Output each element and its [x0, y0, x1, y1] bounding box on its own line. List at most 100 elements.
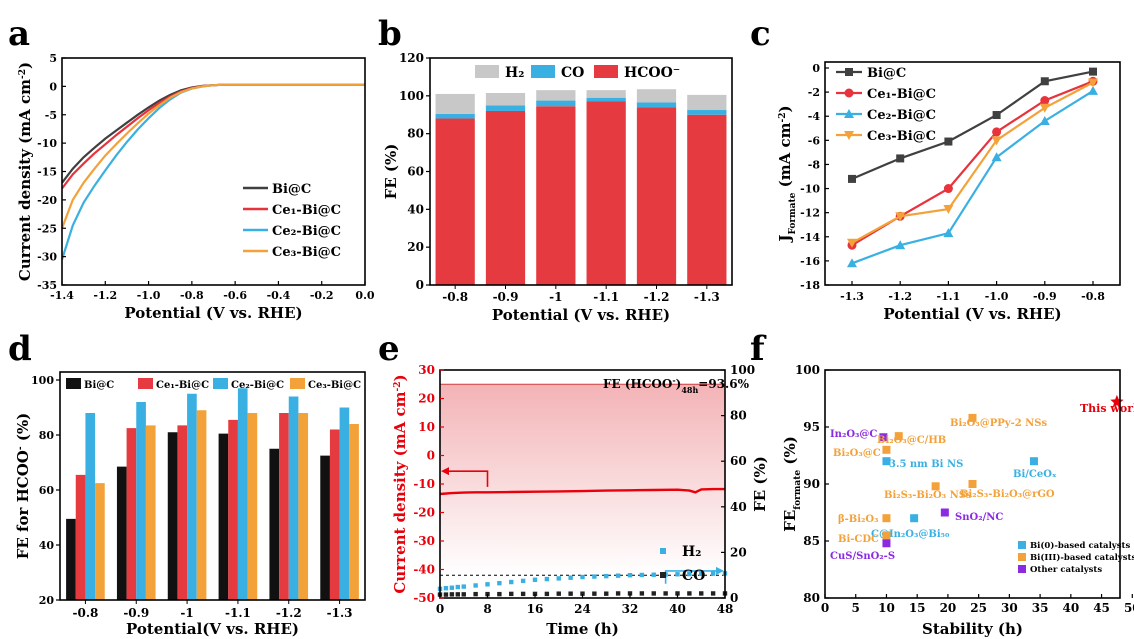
e-point-0 — [544, 576, 550, 582]
e-point-1 — [473, 591, 478, 597]
a-y-axis-title: Current density (mA cm-2) — [16, 62, 34, 281]
f-x-tick-label: 5 — [852, 601, 860, 615]
e-point-0 — [556, 576, 561, 581]
d-bar-1 — [228, 419, 238, 600]
c-point-3 — [847, 238, 857, 248]
d-y-axis-title: FE for HCOO- (%) — [14, 413, 32, 560]
f-legend-swatch-1 — [1018, 553, 1026, 561]
c-x-tick-label: -0.9 — [1033, 290, 1057, 303]
panel-d: -0.8 -0.9 -1 -1.1 -1.2 -1.3 20 40 60 80 100 Potenti… — [14, 371, 366, 638]
f-point-2 — [879, 433, 888, 442]
e-point-0 — [461, 584, 466, 589]
e-legend-label-0: H₂ — [682, 544, 701, 560]
e-y-tick-label: -40 — [413, 563, 435, 577]
d-bar-0 — [66, 518, 76, 600]
c-legend-marker-2 — [844, 109, 854, 118]
c-point-3 — [1039, 103, 1050, 113]
c-point-2 — [943, 228, 954, 238]
a-y-tick-label: -10 — [37, 137, 57, 150]
b-y-tick-label: 60 — [407, 165, 424, 179]
d-bar-2 — [237, 388, 248, 600]
e-point-1 — [532, 591, 538, 597]
d-bar-2 — [136, 402, 146, 600]
c-point-3 — [991, 136, 1002, 146]
f-point-7 — [931, 482, 940, 491]
c-point-1 — [1040, 96, 1050, 106]
a-x-tick-label: -1.0 — [137, 289, 161, 302]
d-x-tick-label: -1.2 — [276, 606, 302, 620]
c-point-2 — [847, 258, 857, 268]
e-x-tick-label: 32 — [622, 602, 639, 616]
e-y2-tick-label: 80 — [730, 409, 747, 423]
e-y-tick-label: -10 — [413, 477, 435, 491]
e-point-1 — [556, 591, 561, 596]
f-point-label-6: Bi/CeOₓ — [1013, 469, 1057, 480]
c-x-tick-label: -1.0 — [985, 290, 1009, 303]
b-y-tick-label: 40 — [407, 202, 424, 216]
e-x-tick-label: 48 — [717, 602, 734, 616]
d-y-tick-label: 40 — [39, 539, 55, 552]
f-point-label-9: β-Bi₂O₃ — [838, 514, 879, 525]
f-y-axis-title: FEformate (%) — [781, 436, 803, 532]
f-legend-label-0: Bi(0)-based catalysts — [1030, 540, 1130, 551]
f-legend-label-2: Other catalysts — [1030, 565, 1102, 575]
c-point-2 — [991, 152, 1002, 162]
f-point-label-5: 3.5 nm Bi NS — [889, 459, 963, 470]
b-bar-1 — [687, 110, 727, 115]
c-y-tick-label: -12 — [800, 207, 820, 220]
d-legend-label-2: Ce₂-Bi@C — [231, 380, 284, 391]
f-point-10 — [910, 514, 919, 523]
a-x-tick-label: -1.4 — [50, 289, 74, 302]
f-point-label-1: Bi₂O₃@PPy-2 NSs — [950, 418, 1048, 429]
panel-f: This work Bi₂O₃@PPy-2 NSs In₂O₃@CBi₂O₃@C/H… — [781, 363, 1134, 638]
c-x-axis-title: Potential (V vs. RHE) — [883, 305, 1061, 323]
panel-c: -1.3 -1.2 -1.1 -1.0 -0.9 -0.8 0 -2 -4 -6 -8 -10 -12 -… — [776, 61, 1121, 323]
c-y-tick-label: -14 — [800, 231, 820, 244]
c-legend-marker-3 — [844, 131, 854, 140]
a-x-tick-label: -0.8 — [180, 289, 204, 302]
b-legend-swatch-1 — [531, 65, 555, 78]
f-point-label-13: CuS/SnO₂-S — [830, 551, 895, 562]
e-x-axis-title: Time (h) — [546, 620, 619, 638]
a-y-tick-label: -25 — [37, 222, 57, 235]
d-y-tick-label: 60 — [39, 484, 55, 497]
e-x-tick-label: 16 — [527, 602, 544, 616]
d-legend-label-0: Bi@C — [84, 380, 114, 391]
panel-label-e: e — [378, 329, 400, 369]
d-bar-1 — [75, 474, 86, 600]
e-point-0 — [509, 579, 514, 585]
e-y-tick-label: -50 — [413, 591, 435, 605]
e-point-1 — [592, 591, 597, 596]
e-point-0 — [455, 584, 461, 590]
f-point-label-3: Bi₂O₃@C/HB — [877, 435, 946, 446]
a-legend-label-3: Ce₃-Bi@C — [272, 245, 341, 260]
e-point-0 — [627, 573, 633, 578]
b-x-tick-label: -0.8 — [442, 290, 468, 304]
c-plot-frame — [824, 61, 1121, 286]
d-bar-0 — [320, 455, 330, 600]
panel-label-c: c — [750, 14, 771, 54]
e-point-1 — [520, 591, 526, 597]
e-point-0 — [580, 574, 585, 580]
d-bar-2 — [288, 396, 299, 600]
f-point-label-7: Bi₂S₃-Bi₂O₃ NSs — [884, 490, 972, 501]
e-point-0 — [485, 582, 490, 587]
b-legend-label-2: HCOO⁻ — [624, 65, 680, 81]
a-x-tick-label: -0.2 — [310, 289, 334, 302]
a-y-tick-label: -30 — [37, 251, 57, 264]
c-point-0 — [848, 174, 856, 183]
d-bar-2 — [187, 393, 197, 600]
b-x-tick-label: -1.1 — [593, 290, 619, 304]
a-y-tick-label: 5 — [49, 52, 57, 65]
e-right-arrow — [664, 570, 719, 584]
b-bar-0 — [687, 114, 727, 285]
a-legend-label-0: Bi@C — [272, 182, 311, 197]
b-x-tick-label: -1.2 — [644, 290, 670, 304]
e-legend-swatch-1 — [660, 572, 666, 578]
b-y-tick-label: 0 — [416, 278, 424, 292]
e-y2-tick-label: 100 — [730, 363, 755, 377]
e-point-0 — [699, 571, 704, 577]
e-y-axis-title: Current density (mA cm-2) — [391, 374, 409, 593]
c-point-0 — [992, 111, 1001, 120]
